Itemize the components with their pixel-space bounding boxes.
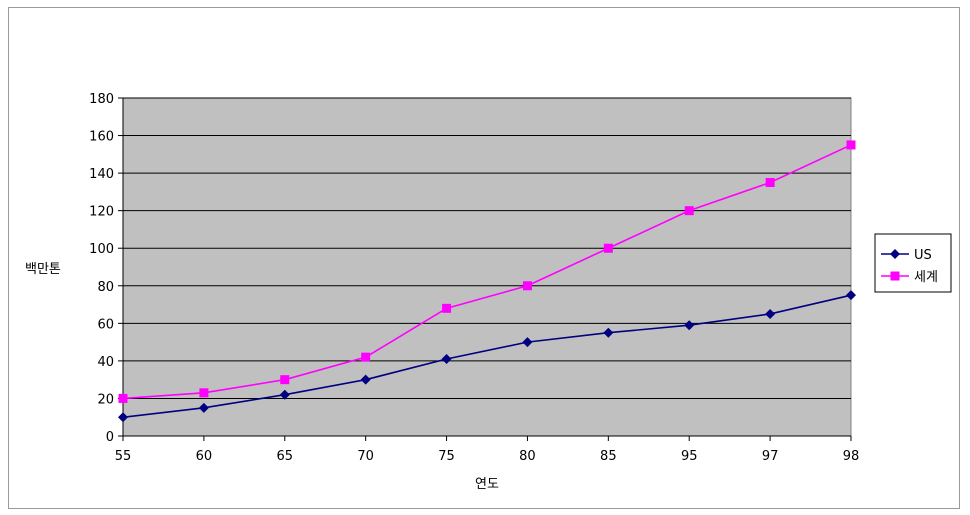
series-group [118,140,856,423]
y-tick-label: 20 [97,392,114,407]
y-axis-title: 백만톤 [25,262,61,277]
legend-item: US [881,248,932,263]
data-point [118,412,128,423]
data-point [522,337,533,348]
x-axis-ticks: 55 60 65 70 75 80 85 95 97 98 [115,436,860,464]
data-point [684,320,695,331]
y-tick-label: 40 [97,355,114,370]
series-us [118,290,856,423]
legend-label: US [914,248,932,263]
x-axis-title: 연도 [475,477,499,492]
plot-area [122,97,852,437]
y-tick-label: 60 [97,317,114,332]
series-line [122,294,852,419]
line-chart: 0 20 40 60 80 100 120 140 160 180 55 60 65 70 75 80 85 9… [25,92,952,492]
y-tick-label: 120 [89,205,114,220]
y-tick-label: 0 [106,430,114,445]
data-point [198,402,209,413]
chart-frame: 0 20 40 60 80 100 120 140 160 180 55 60 65 70 75 80 85 9… [8,7,960,509]
data-point [846,290,856,301]
x-tick-label: 75 [438,449,455,464]
x-tick-label: 98 [843,449,860,464]
x-tick-label: 70 [357,449,374,464]
data-point [280,375,290,385]
x-tick-label: 85 [600,449,617,464]
y-tick-label: 180 [89,92,114,107]
x-tick-label: 60 [196,449,213,464]
data-point [765,178,775,187]
legend-marker [890,249,900,259]
x-tick-label: 55 [115,449,132,464]
data-point [442,303,452,313]
series-world [118,140,856,403]
y-axis-ticks: 0 20 40 60 80 100 120 140 160 180 [89,92,123,445]
y-tick-label: 80 [97,280,114,295]
x-tick-label: 80 [519,449,536,464]
data-point [522,281,532,291]
data-point [199,388,209,398]
data-point [603,243,613,253]
data-point [441,354,452,365]
legend-marker [890,271,900,281]
data-point [603,327,614,338]
data-point [765,308,776,319]
x-tick-label: 65 [277,449,294,464]
legend-label: 세계 [914,270,938,285]
legend: US 세계 [874,233,952,293]
data-point [118,393,128,403]
data-point [361,352,371,362]
data-point [684,206,694,216]
y-tick-label: 160 [89,130,114,145]
axes [122,98,851,437]
series-line [122,144,852,400]
data-point [360,374,371,385]
x-tick-label: 97 [762,449,779,464]
y-tick-label: 140 [89,167,114,182]
legend-item: 세계 [881,270,938,285]
data-point [279,389,290,400]
x-tick-label: 95 [681,449,698,464]
data-point [846,140,856,150]
gridlines [123,97,851,399]
y-tick-label: 100 [89,242,114,257]
legend-box [874,233,952,293]
